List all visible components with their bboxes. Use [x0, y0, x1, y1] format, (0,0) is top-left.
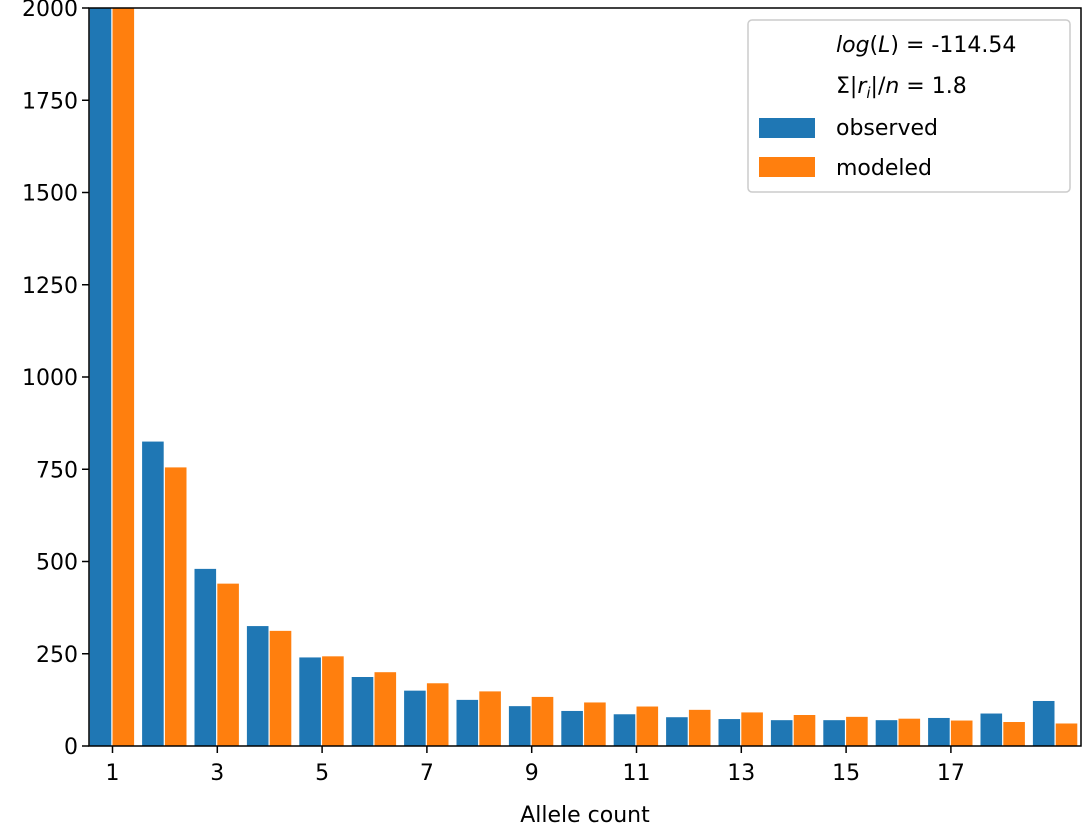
legend-label-observed: observed: [836, 116, 938, 141]
x-tick-label-7: 7: [420, 761, 434, 786]
y-tick-label-1500: 1500: [22, 182, 78, 207]
bar-observed-10: [561, 710, 583, 746]
bar-modeled-7: [426, 683, 449, 746]
x-tick-label-13: 13: [727, 761, 755, 786]
bar-modeled-15: [846, 716, 868, 746]
y-tick-label-500: 500: [36, 551, 78, 576]
y-tick-label-1750: 1750: [22, 89, 78, 114]
bar-observed-6: [351, 677, 374, 746]
x-tick-label-11: 11: [623, 761, 651, 786]
bar-modeled-19: [1055, 723, 1078, 746]
bar-observed-2: [142, 441, 164, 746]
legend-swatch-modeled: [759, 157, 815, 177]
observed-bars: [89, 8, 1055, 747]
bar-observed-14: [770, 720, 793, 746]
x-axis: 1 3 5 7 9 11 13 15 17: [106, 746, 965, 786]
bar-observed-7: [404, 690, 426, 746]
x-tick-label-17: 17: [937, 761, 965, 786]
bar-observed-1: [89, 8, 112, 746]
legend-stat-loglik: log(L) = -114.54: [836, 33, 1016, 58]
y-tick-label-1000: 1000: [22, 366, 78, 391]
legend-stat-residual: Σ|ri|/n = 1.8: [836, 74, 967, 102]
bar-observed-15: [823, 720, 845, 746]
x-tick-label-1: 1: [106, 761, 120, 786]
bar-modeled-10: [584, 702, 606, 746]
bar-observed-4: [246, 626, 269, 746]
bar-observed-8: [456, 699, 479, 747]
bar-modeled-3: [217, 583, 239, 746]
bar-observed-18: [980, 713, 1003, 746]
y-axis: 0 250 500 750 1000 1250 1500 1750 2000: [22, 0, 89, 760]
bar-modeled-5: [322, 656, 344, 746]
bar-observed-11: [613, 714, 636, 746]
x-tick-label-3: 3: [210, 761, 224, 786]
y-tick-label-2000: 2000: [22, 0, 78, 22]
modeled-bars: [112, 8, 1078, 746]
bar-modeled-9: [531, 696, 554, 746]
y-tick-label-750: 750: [36, 458, 78, 483]
bar-observed-19: [1032, 700, 1055, 746]
y-tick-label-0: 0: [64, 735, 78, 760]
x-axis-label: Allele count: [520, 803, 650, 828]
bar-observed-9: [508, 706, 531, 746]
bar-modeled-2: [164, 467, 187, 746]
bar-modeled-1: [112, 8, 135, 746]
bar-modeled-13: [741, 712, 763, 746]
y-tick-label-250: 250: [36, 643, 78, 668]
bar-observed-3: [194, 568, 217, 746]
bar-observed-13: [718, 719, 741, 746]
bar-modeled-14: [793, 715, 816, 746]
bar-modeled-4: [269, 630, 292, 746]
bar-modeled-12: [688, 709, 711, 746]
bar-modeled-6: [374, 672, 397, 746]
bar-modeled-17: [950, 720, 973, 746]
bar-observed-5: [299, 657, 321, 746]
x-tick-label-9: 9: [525, 761, 539, 786]
bar-modeled-11: [636, 706, 659, 746]
x-tick-label-5: 5: [315, 761, 329, 786]
legend-swatch-observed: [759, 118, 815, 138]
bar-modeled-8: [479, 691, 501, 746]
y-tick-label-1250: 1250: [22, 274, 78, 299]
bar-modeled-18: [1003, 722, 1025, 746]
legend-label-modeled: modeled: [836, 156, 932, 181]
bar-observed-16: [875, 720, 898, 746]
legend: log(L) = -114.54 Σ|ri|/n = 1.8 observed …: [747, 19, 1071, 193]
bar-observed-12: [666, 717, 688, 746]
legend-box: [747, 19, 1071, 193]
x-tick-label-15: 15: [832, 761, 860, 786]
bar-modeled-16: [898, 718, 921, 746]
bar-observed-17: [928, 717, 950, 746]
